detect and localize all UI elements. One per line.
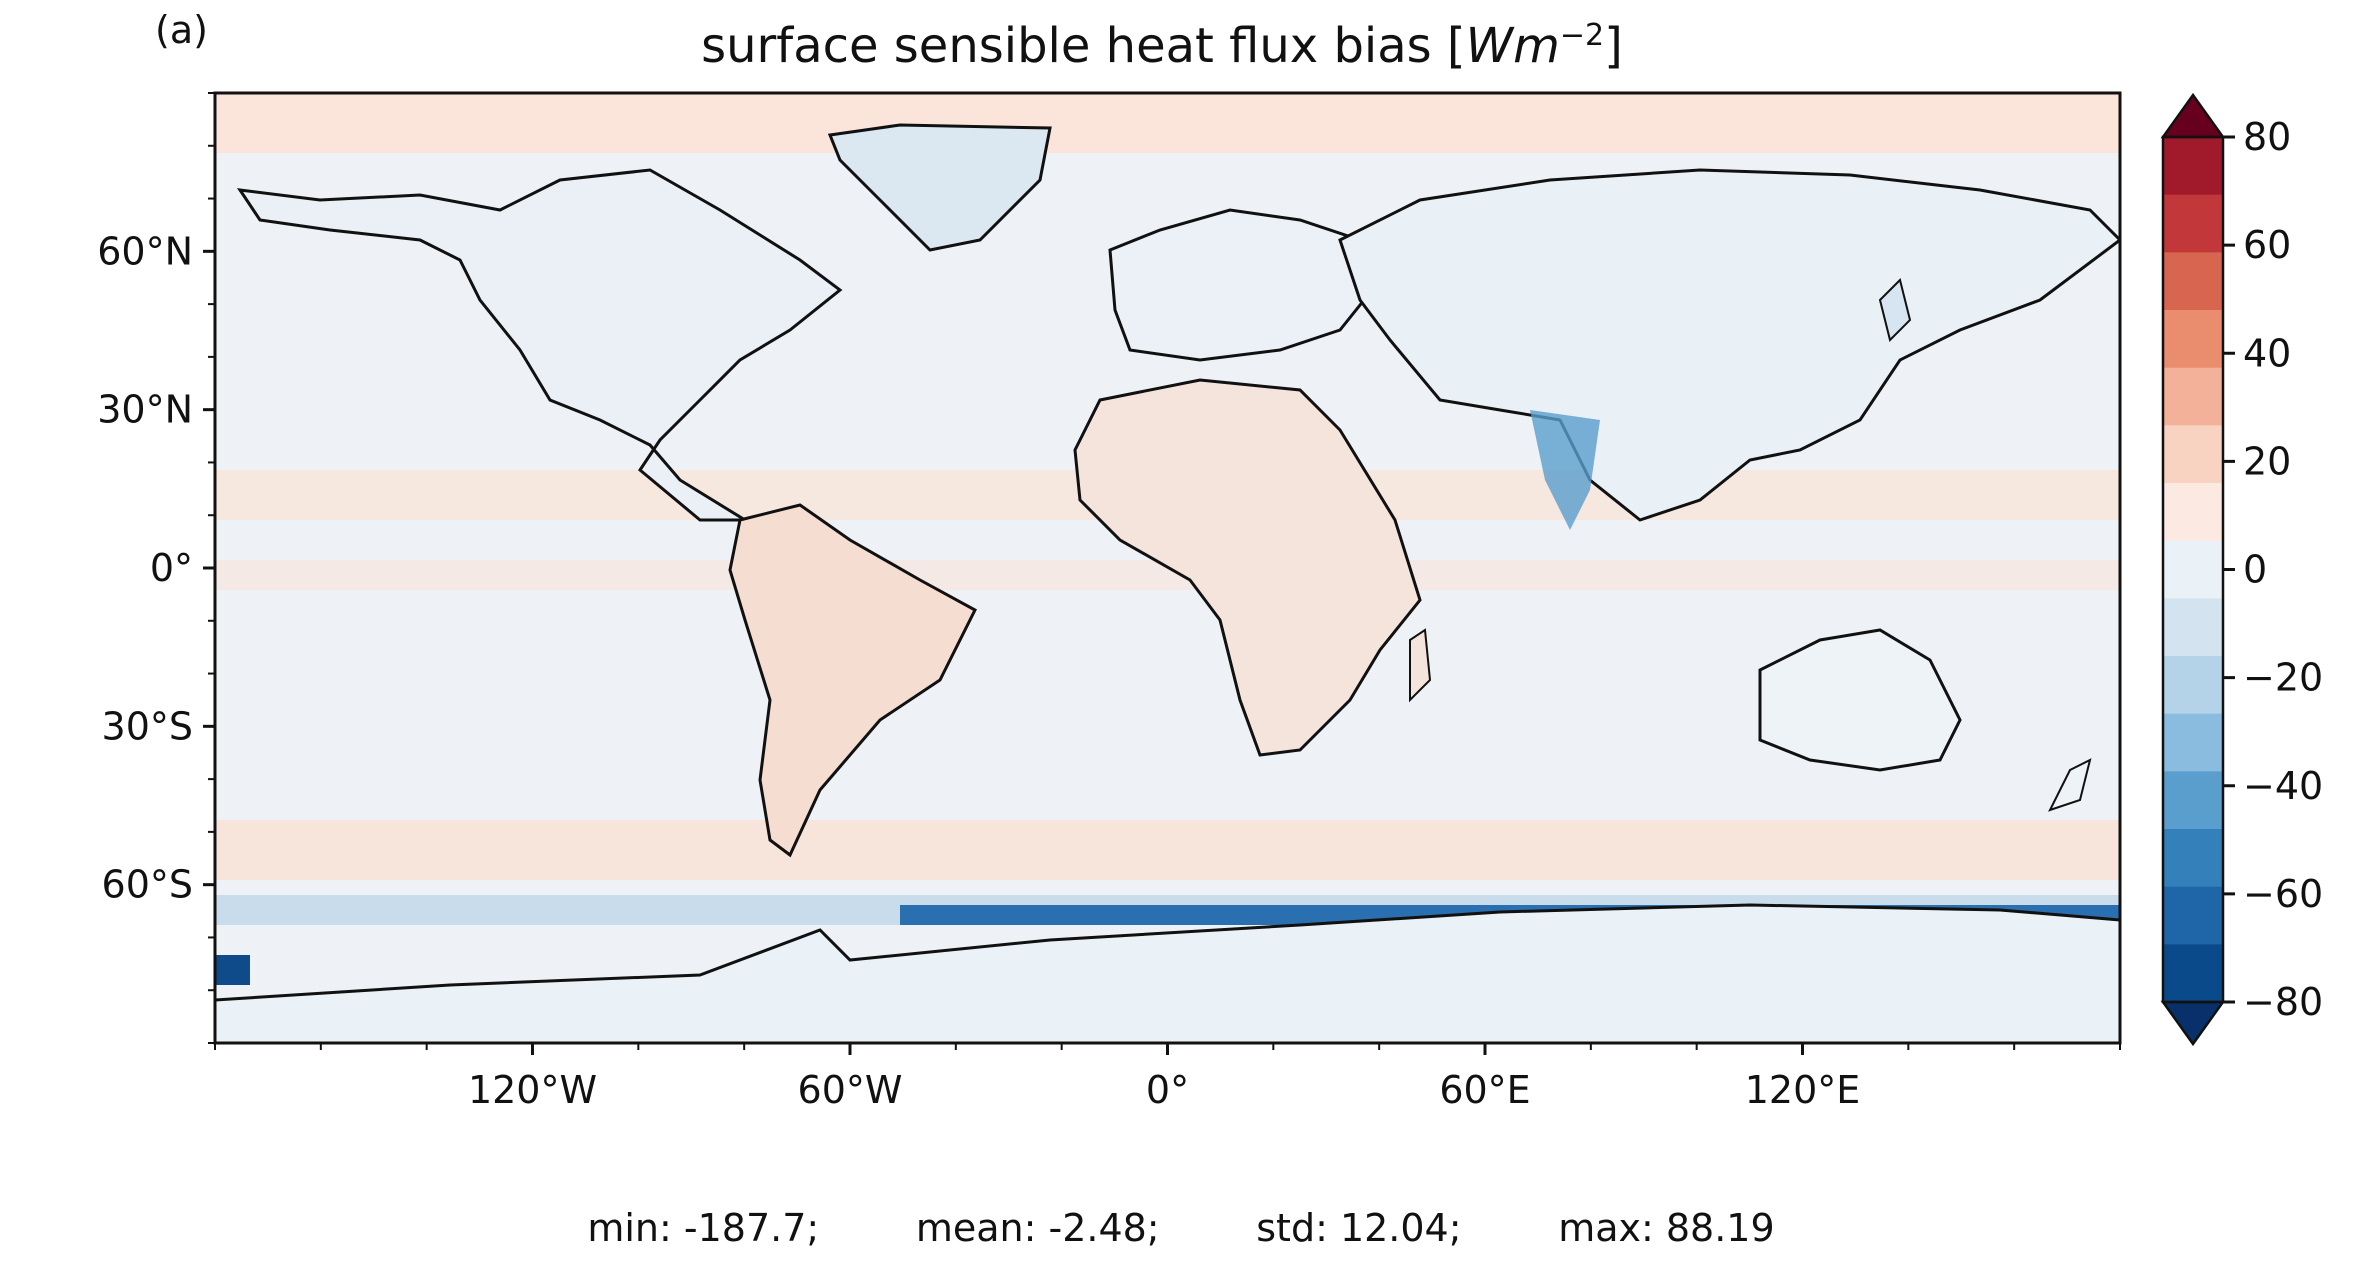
colorbar-tick-label: 20 <box>2243 439 2291 483</box>
x-tick-label: 60°E <box>1439 1068 1530 1112</box>
y-tick-label: 30°S <box>102 704 193 748</box>
colorbar-tick-label: −60 <box>2243 872 2323 916</box>
panel-label: (a) <box>155 8 208 52</box>
x-tick-label: 0° <box>1146 1068 1189 1112</box>
colorbar-swatch <box>2163 137 2223 196</box>
colorbar-swatch <box>2163 425 2223 484</box>
colorbar-swatch <box>2163 944 2223 1003</box>
colorbar-tick-label: 60 <box>2243 223 2291 267</box>
colorbar-extend-max <box>2160 92 2226 139</box>
colorbar-swatch <box>2163 540 2223 599</box>
colorbar-tick-label: −20 <box>2243 656 2323 700</box>
map-title: surface sensible heat flux bias [Wm−2] <box>701 18 1623 74</box>
y-tick-label: 60°S <box>102 863 193 907</box>
x-tick-label: 120°W <box>468 1068 597 1112</box>
colorbar: 80 60 40 20 0 −20 −40 −60 −80 <box>2160 92 2323 1047</box>
colorbar-swatch <box>2163 771 2223 830</box>
map-figure: 120°W 60°W 0° 60°E 120°E 60°N30°N0°30°S60°S … <box>97 91 2323 1112</box>
y-tick-label: 60°N <box>97 229 193 273</box>
colorbar-swatch <box>2163 252 2223 311</box>
colorbar-tick-label: −40 <box>2243 764 2323 808</box>
colorbar-tick-label: −80 <box>2243 980 2323 1024</box>
stat-min: min: -187.7; <box>587 1206 820 1250</box>
colorbar-tick-label: 40 <box>2243 331 2291 375</box>
stat-max: max: 88.19 <box>1558 1206 1775 1250</box>
colorbar-extend-min <box>2160 1000 2226 1047</box>
y-axis: 60°N 30°N 0° 30°S 60°S <box>97 92 215 1044</box>
x-tick-label: 60°W <box>798 1068 903 1112</box>
bias-field <box>215 93 2120 1043</box>
y-tick-label: 30°N <box>97 388 193 432</box>
colorbar-swatch <box>2163 886 2223 945</box>
stat-mean: mean: -2.48; <box>915 1206 1160 1250</box>
x-axis: 120°W 60°W 0° 60°E 120°E <box>214 1043 2121 1112</box>
colorbar-swatch <box>2163 367 2223 426</box>
stats-line: min: -187.7; mean: -2.48; std: 12.04; ma… <box>0 1206 2362 1250</box>
x-tick-label: 120°E <box>1745 1068 1861 1112</box>
colorbar-swatch <box>2163 829 2223 888</box>
colorbar-swatch <box>2163 310 2223 369</box>
colorbar-tick-label: 80 <box>2243 115 2291 159</box>
colorbar-swatch <box>2163 598 2223 657</box>
colorbar-swatch <box>2163 483 2223 542</box>
stat-std: std: 12.04; <box>1256 1206 1462 1250</box>
colorbar-tick-label: 0 <box>2243 548 2267 592</box>
y-tick-label: 0° <box>150 546 193 590</box>
colorbar-swatch <box>2163 194 2223 253</box>
colorbar-swatch <box>2163 656 2223 715</box>
colorbar-swatch <box>2163 713 2223 772</box>
